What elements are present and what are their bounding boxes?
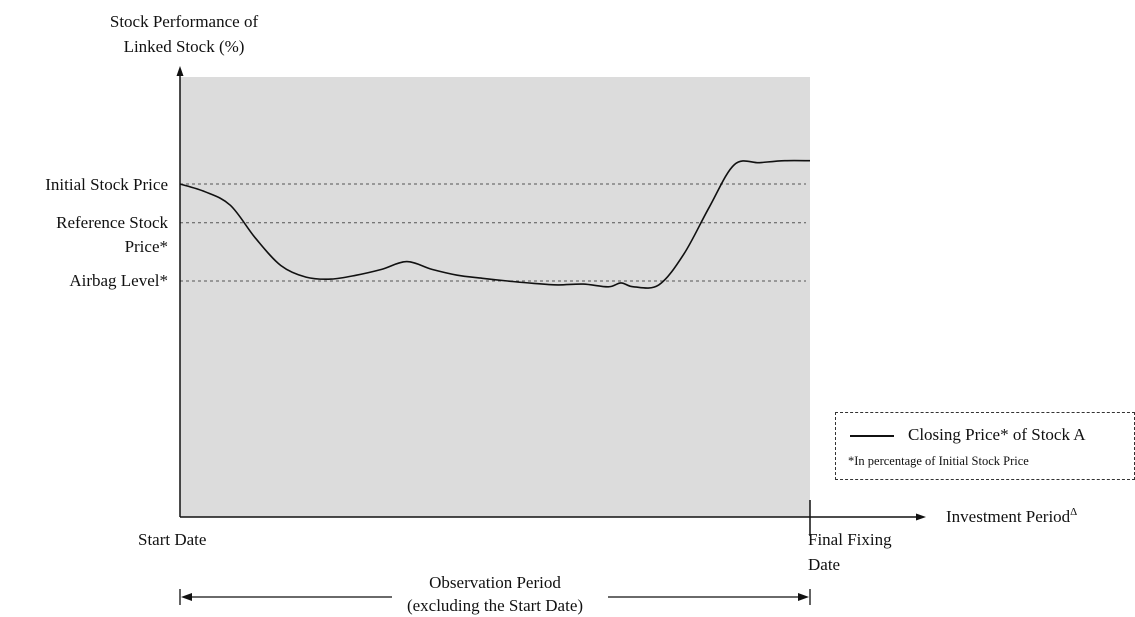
- obs-arrow-right-head: [798, 593, 809, 601]
- legend: Closing Price* of Stock A *In percentage…: [835, 412, 1135, 480]
- x-axis-title-superscript: Δ: [1070, 506, 1078, 518]
- series-line-closing-price-stock-a: [179, 159, 811, 289]
- x-tick-start-date: Start Date: [138, 530, 207, 549]
- legend-note: *In percentage of Initial Stock Price: [848, 454, 1029, 468]
- x-tick-final-fixing-line1: Final Fixing: [808, 530, 892, 549]
- y-axis-title-line1: Stock Performance of: [109, 12, 259, 31]
- y-axis-arrow: [176, 66, 184, 76]
- y-axis-title-line2: Linked Stock (%): [123, 37, 245, 56]
- observation-period-line2: (excluding the Start Date): [406, 596, 584, 615]
- legend-label: Closing Price* of Stock A: [908, 425, 1086, 444]
- level-label-airbag-level: Airbag Level*: [69, 271, 168, 290]
- obs-arrow-left-head: [181, 593, 192, 601]
- legend-line-swatch: [850, 435, 894, 437]
- plot-area: [180, 77, 810, 517]
- level-label-reference-stock-price-line1: Reference Stock: [56, 213, 168, 232]
- x-tick-final-fixing-line2: Date: [808, 555, 841, 574]
- x-axis-title: Investment PeriodΔ: [946, 506, 1077, 528]
- level-label-reference-stock-price-line2: Price*: [124, 237, 168, 256]
- level-label-initial-stock-price: Initial Stock Price: [45, 175, 168, 194]
- observation-period-line1: Observation Period: [429, 573, 561, 592]
- x-axis-arrow: [916, 513, 926, 521]
- x-axis-title-text: Investment Period: [946, 507, 1071, 526]
